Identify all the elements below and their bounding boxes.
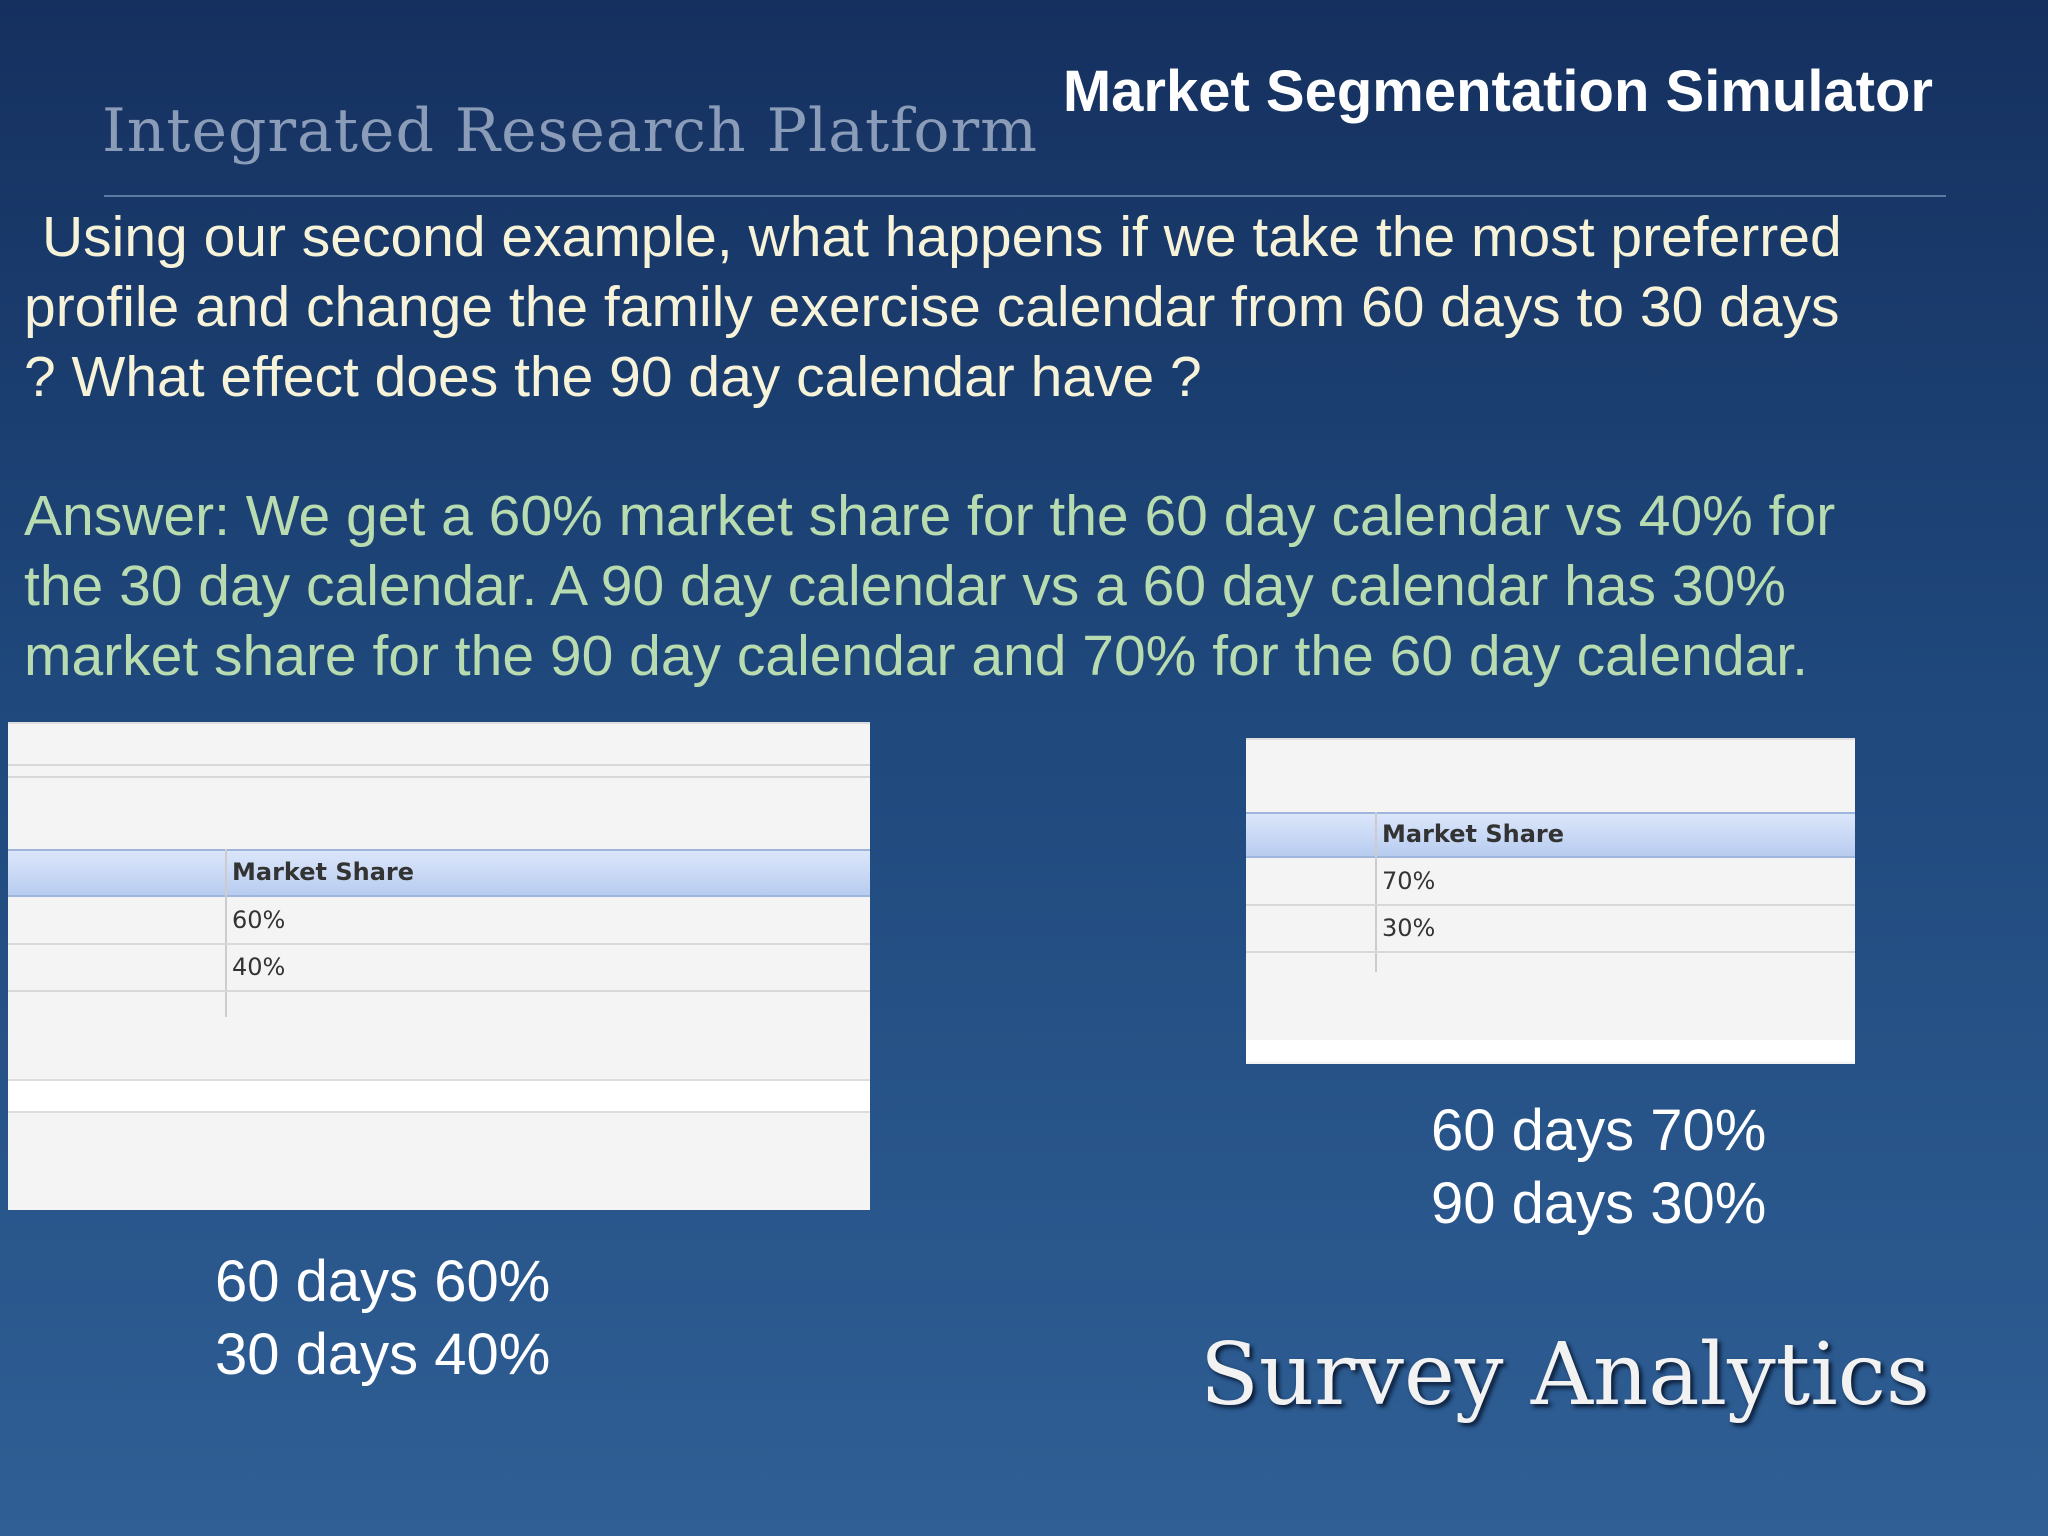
- cell: 40%: [232, 953, 286, 981]
- row-line: [1246, 1040, 1855, 1062]
- column-header: Market Share: [1382, 820, 1565, 848]
- caption: 60 days 70% 90 days 30%: [1431, 1094, 1766, 1240]
- header-row: [1246, 812, 1855, 858]
- answer-line: the 30 day calendar. A 90 day calendar v…: [24, 554, 1786, 618]
- row-line: [8, 764, 870, 766]
- logo: Survey Analytics: [1200, 1325, 1931, 1425]
- caption-line: 90 days 30%: [1431, 1171, 1767, 1236]
- question: Using our second example, what happens i…: [24, 202, 1842, 412]
- caption: 60 days 60% 30 days 40%: [215, 1245, 550, 1391]
- divider: [104, 195, 1946, 197]
- row-line: [8, 1079, 870, 1113]
- question-line: Using our second example, what happens i…: [42, 205, 1842, 269]
- answer-line: Answer: We get a 60% market share for th…: [24, 484, 1836, 548]
- caption-line: 60 days 60%: [215, 1249, 551, 1314]
- cell: 60%: [232, 906, 286, 934]
- row-line: [8, 990, 870, 992]
- table-screenshot: Market Share 60% 40%: [8, 722, 870, 1210]
- answer-line: market share for the 90 day calendar and…: [24, 624, 1808, 688]
- row-line: [1246, 951, 1855, 953]
- question-line: profile and change the family exercise c…: [24, 275, 1840, 339]
- header-row: [8, 849, 870, 897]
- caption-line: 30 days 40%: [215, 1322, 551, 1387]
- caption-line: 60 days 70%: [1431, 1098, 1767, 1163]
- cell: 70%: [1382, 867, 1436, 895]
- column-header: Market Share: [232, 858, 415, 886]
- column-divider: [1375, 812, 1377, 972]
- slide-title: Market Segmentation Simulator: [1062, 59, 1933, 124]
- question-line: ? What effect does the 90 day calendar h…: [24, 345, 1202, 409]
- answer: Answer: We get a 60% market share for th…: [24, 481, 1835, 691]
- row-line: [8, 776, 870, 778]
- cell: 30%: [1382, 914, 1436, 942]
- row-line: [8, 943, 870, 945]
- row-line: [1246, 904, 1855, 906]
- column-divider: [225, 849, 227, 1017]
- table-screenshot: Market Share 70% 30%: [1246, 738, 1855, 1064]
- brand: Integrated Research Platform: [102, 96, 1039, 166]
